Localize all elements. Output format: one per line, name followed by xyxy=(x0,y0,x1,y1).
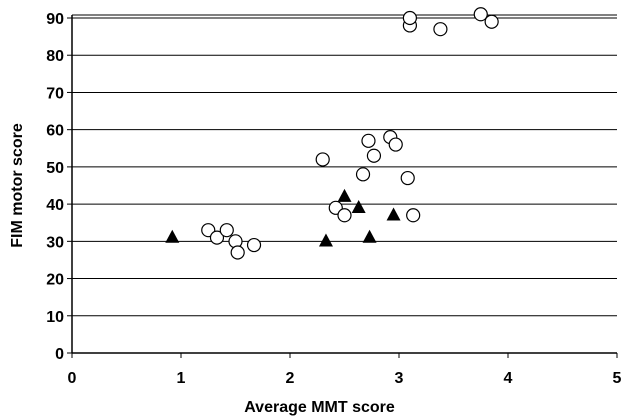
point-circle-6 xyxy=(315,152,330,167)
point-circle-11 xyxy=(366,148,382,163)
y-tick-label-40: 40 xyxy=(46,197,64,214)
x-tick-label-0: 0 xyxy=(68,370,77,387)
y-tick-labels: 0 10 20 30 40 50 60 70 80 90 xyxy=(46,11,64,363)
point-circle-18 xyxy=(433,22,448,37)
point-triangle-0 xyxy=(165,229,180,243)
y-tick-label-30: 30 xyxy=(46,234,64,251)
point-circle-10 xyxy=(361,133,376,148)
point-circle-19 xyxy=(473,7,488,22)
y-axis-title: FIM motor score xyxy=(9,123,26,248)
point-circle-15 xyxy=(406,208,421,223)
y-tick-label-0: 0 xyxy=(55,346,64,363)
point-triangle-1 xyxy=(318,233,333,247)
point-circle-17 xyxy=(402,10,417,26)
y-tick-label-80: 80 xyxy=(46,48,64,65)
x-tick-labels: 0 1 2 3 4 5 xyxy=(68,370,621,387)
data-points xyxy=(165,7,499,260)
point-circle-9 xyxy=(355,167,371,182)
point-circle-2 xyxy=(219,223,234,238)
y-tick-label-90: 90 xyxy=(46,11,64,28)
point-circle-14 xyxy=(400,170,415,186)
point-circle-4 xyxy=(230,245,245,260)
y-tick-label-70: 70 xyxy=(46,85,64,102)
x-tick-label-3: 3 xyxy=(395,370,404,387)
y-tick-label-50: 50 xyxy=(46,160,64,177)
point-circle-8 xyxy=(337,208,352,223)
x-tick-label-4: 4 xyxy=(504,370,513,387)
x-axis-title: Average MMT score xyxy=(244,399,395,416)
y-tick-label-20: 20 xyxy=(46,272,64,289)
point-circle-13 xyxy=(388,137,403,152)
x-tick-label-2: 2 xyxy=(286,370,295,387)
point-circle-1 xyxy=(209,230,225,245)
point-circle-5 xyxy=(246,237,262,253)
point-circle-20 xyxy=(484,14,499,29)
axes xyxy=(67,15,618,358)
point-triangle-2 xyxy=(337,188,352,202)
y-tick-label-10: 10 xyxy=(46,309,64,326)
point-triangle-3 xyxy=(351,200,366,214)
grid-lines xyxy=(72,14,617,317)
point-triangle-5 xyxy=(386,207,401,221)
point-triangle-4 xyxy=(362,229,377,243)
y-tick-label-60: 60 xyxy=(46,123,64,140)
x-tick-label-5: 5 xyxy=(613,370,621,387)
x-tick-label-1: 1 xyxy=(177,370,186,387)
